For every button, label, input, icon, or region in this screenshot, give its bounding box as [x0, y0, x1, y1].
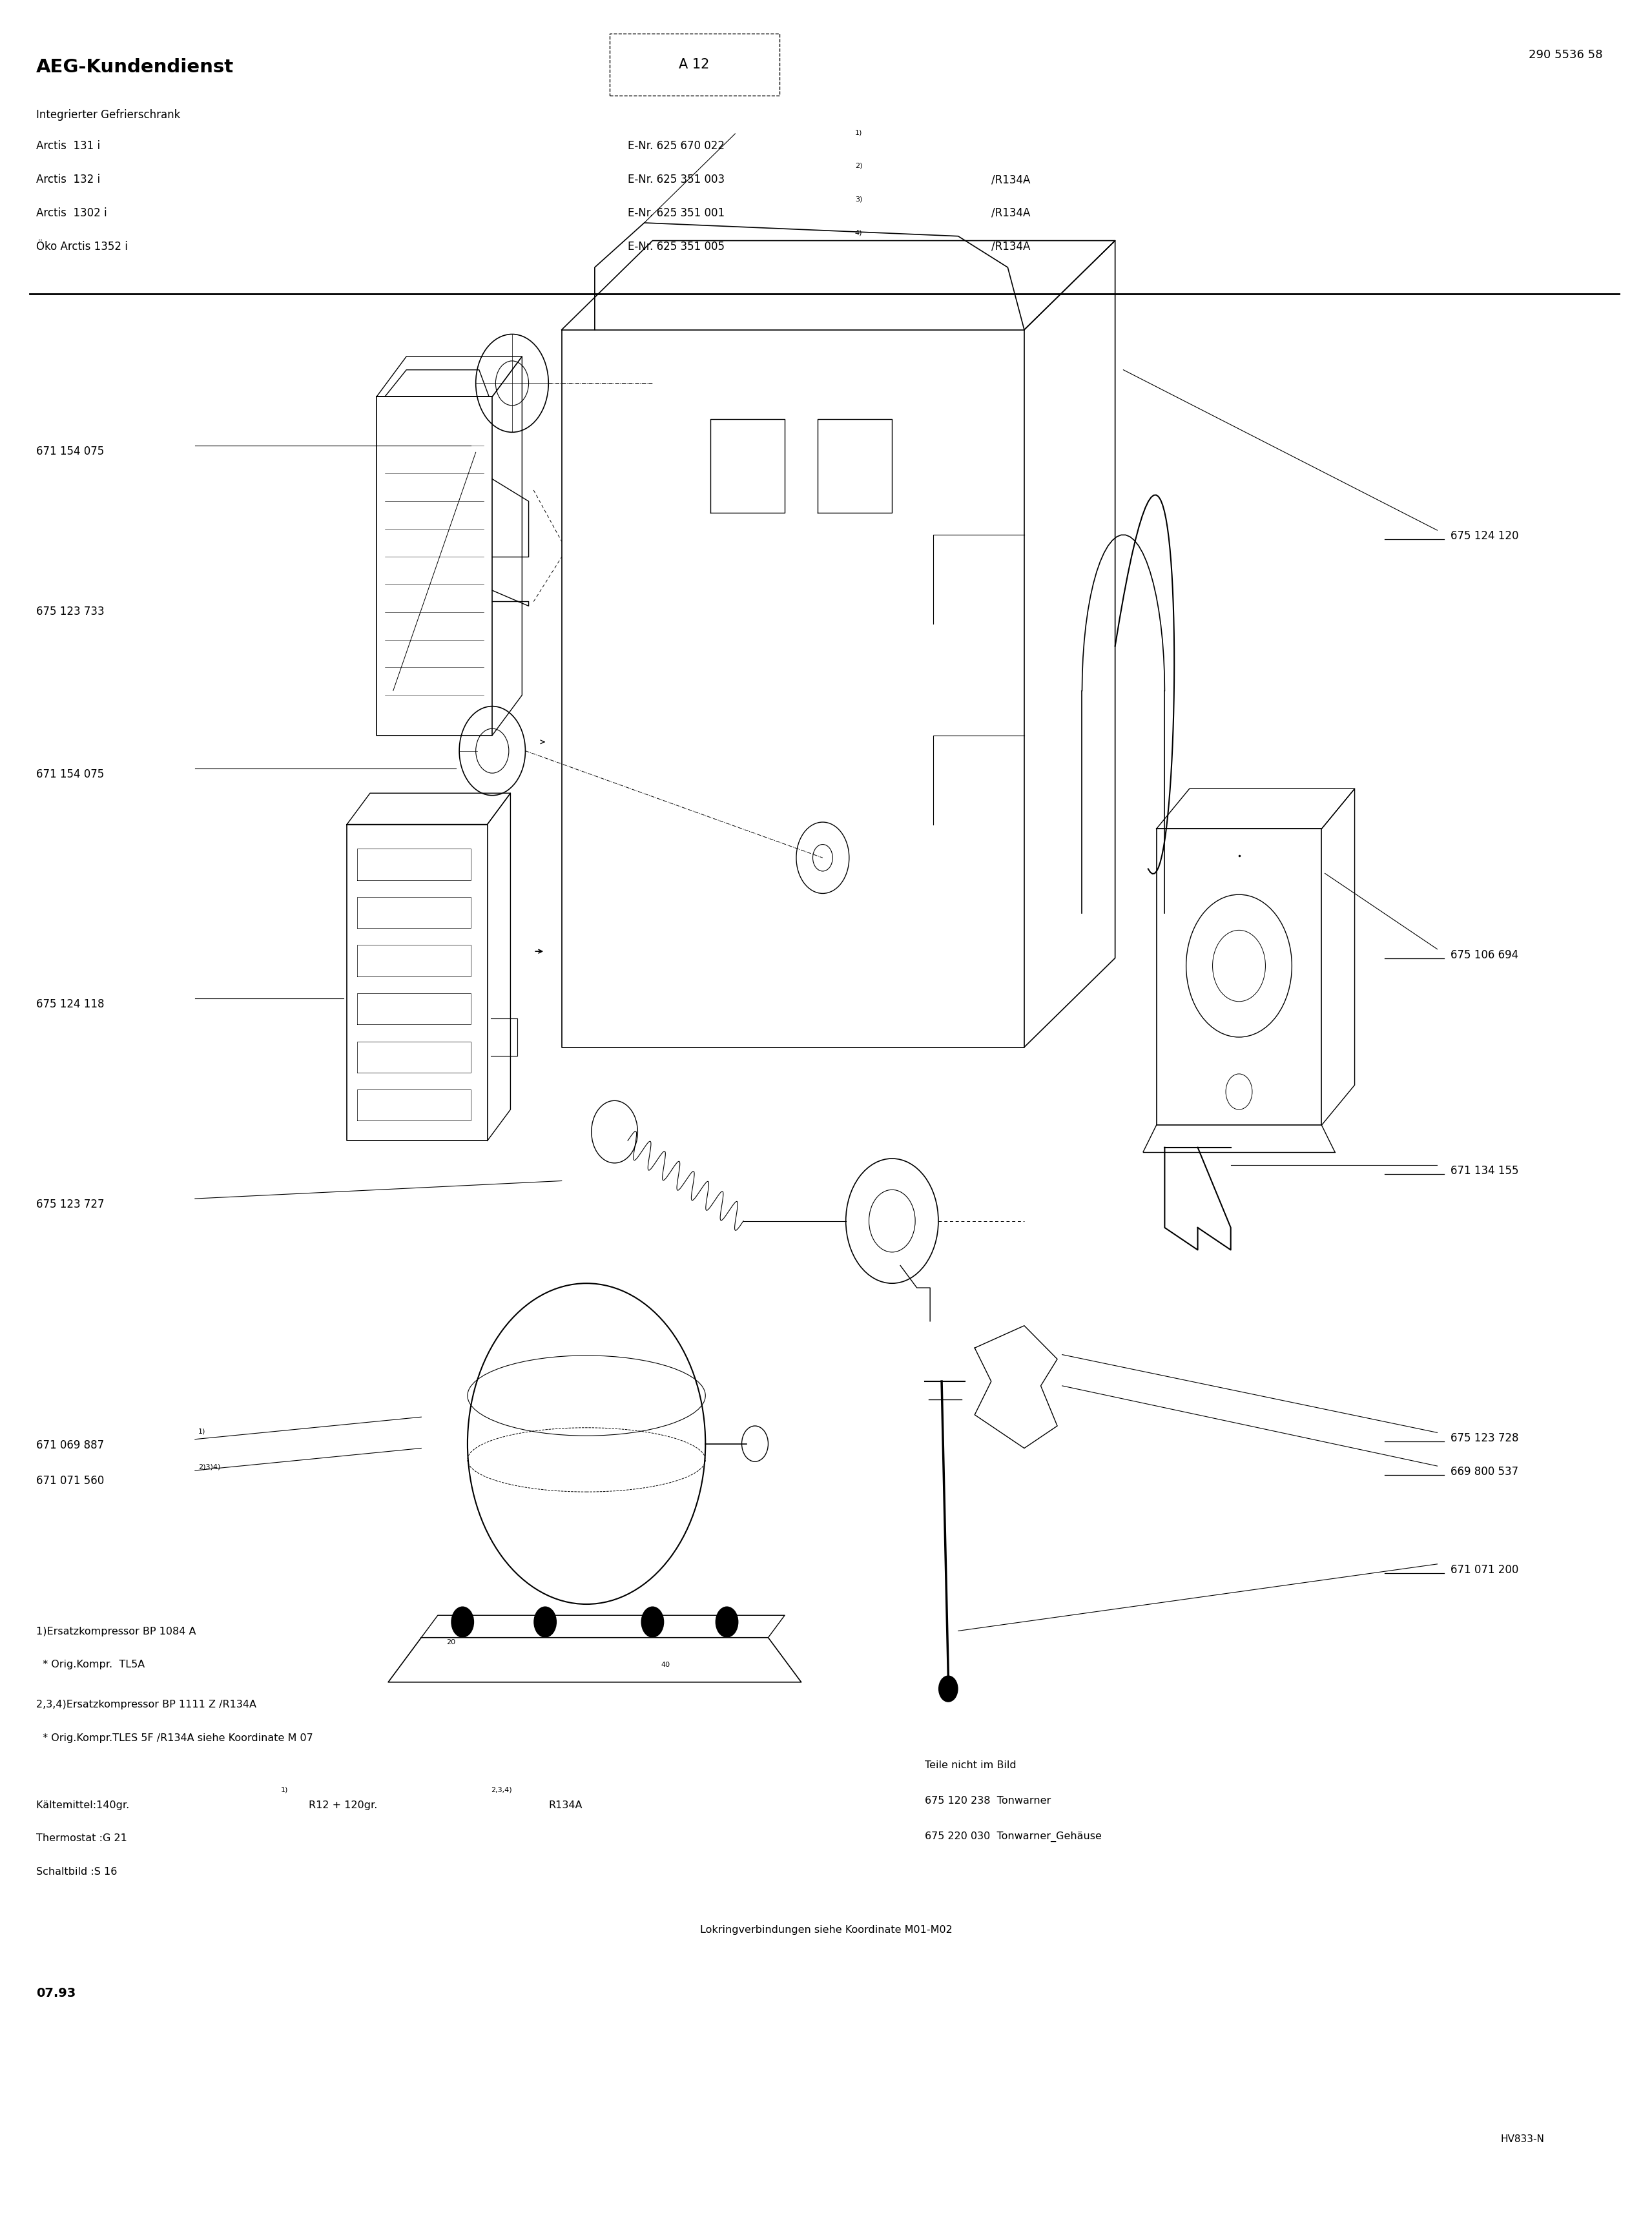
Text: /R134A: /R134A — [991, 174, 1031, 185]
Text: 07.93: 07.93 — [36, 1987, 76, 2001]
Text: E-Nr. 625 351 005: E-Nr. 625 351 005 — [628, 241, 725, 252]
Text: Teile nicht im Bild: Teile nicht im Bild — [925, 1760, 1016, 1769]
Circle shape — [641, 1606, 664, 1638]
Text: E-Nr. 625 670 022: E-Nr. 625 670 022 — [628, 140, 725, 152]
Text: 675 124 118: 675 124 118 — [36, 998, 104, 1009]
Text: 2,3,4)Ersatzkompressor BP 1111 Z /R134A: 2,3,4)Ersatzkompressor BP 1111 Z /R134A — [36, 1700, 256, 1709]
Text: 669 800 537: 669 800 537 — [1450, 1466, 1518, 1477]
Text: /R134A: /R134A — [991, 241, 1031, 252]
Text: 671 071 560: 671 071 560 — [36, 1475, 104, 1486]
Text: 675 220 030  Tonwarner_Gehäuse: 675 220 030 Tonwarner_Gehäuse — [925, 1831, 1102, 1843]
Text: * Orig.Kompr.  TL5A: * Orig.Kompr. TL5A — [36, 1660, 145, 1669]
Text: 671 134 155: 671 134 155 — [1450, 1165, 1518, 1176]
Text: AEG-Kundendienst: AEG-Kundendienst — [36, 58, 235, 76]
Text: 671 069 887: 671 069 887 — [36, 1439, 104, 1450]
Text: 4): 4) — [856, 229, 862, 236]
Text: /R134A: /R134A — [991, 207, 1031, 218]
Circle shape — [451, 1606, 474, 1638]
Text: * Orig.Kompr.TLES 5F /R134A siehe Koordinate M 07: * Orig.Kompr.TLES 5F /R134A siehe Koordi… — [36, 1733, 314, 1742]
Text: 675 123 727: 675 123 727 — [36, 1199, 104, 1210]
Text: Schaltbild :S 16: Schaltbild :S 16 — [36, 1867, 117, 1876]
Text: A 12: A 12 — [679, 58, 709, 71]
Text: 40: 40 — [661, 1662, 671, 1669]
Text: Öko Arctis 1352 i: Öko Arctis 1352 i — [36, 241, 127, 252]
Circle shape — [938, 1675, 958, 1702]
Text: 2)3)4): 2)3)4) — [198, 1464, 220, 1470]
Text: 2): 2) — [856, 163, 862, 169]
Text: 675 123 733: 675 123 733 — [36, 606, 104, 617]
Text: Arctis  131 i: Arctis 131 i — [36, 140, 101, 152]
Text: 3): 3) — [856, 196, 862, 203]
Text: R12 + 120gr.: R12 + 120gr. — [309, 1800, 382, 1809]
Text: 675 123 728: 675 123 728 — [1450, 1433, 1518, 1444]
Text: 1): 1) — [856, 129, 862, 136]
Text: 2,3,4): 2,3,4) — [491, 1787, 512, 1794]
Text: HV833-N: HV833-N — [1500, 2134, 1545, 2143]
Text: Integrierter Gefrierschrank: Integrierter Gefrierschrank — [36, 109, 180, 120]
Text: E-Nr. 625 351 001: E-Nr. 625 351 001 — [628, 207, 725, 218]
Text: E-Nr. 625 351 003: E-Nr. 625 351 003 — [628, 174, 725, 185]
Text: Arctis  1302 i: Arctis 1302 i — [36, 207, 107, 218]
Text: Lokringverbindungen siehe Koordinate M01-M02: Lokringverbindungen siehe Koordinate M01… — [700, 1925, 952, 1934]
Text: 1): 1) — [198, 1428, 205, 1435]
Text: 671 071 200: 671 071 200 — [1450, 1564, 1518, 1575]
Circle shape — [534, 1606, 557, 1638]
Text: 675 120 238  Tonwarner: 675 120 238 Tonwarner — [925, 1796, 1051, 1805]
Text: 671 154 075: 671 154 075 — [36, 769, 104, 780]
Circle shape — [715, 1606, 738, 1638]
Text: Thermostat :G 21: Thermostat :G 21 — [36, 1834, 127, 1843]
Text: R134A: R134A — [548, 1800, 583, 1809]
Text: 675 106 694: 675 106 694 — [1450, 949, 1518, 960]
Text: 290 5536 58: 290 5536 58 — [1528, 49, 1602, 60]
Text: Arctis  132 i: Arctis 132 i — [36, 174, 101, 185]
Text: 20: 20 — [446, 1640, 456, 1646]
Text: 675 124 120: 675 124 120 — [1450, 530, 1518, 541]
Text: 671 154 075: 671 154 075 — [36, 446, 104, 457]
Text: 1): 1) — [281, 1787, 287, 1794]
Text: 1)Ersatzkompressor BP 1084 A: 1)Ersatzkompressor BP 1084 A — [36, 1626, 197, 1635]
Text: Kältemittel:140gr.: Kältemittel:140gr. — [36, 1800, 132, 1809]
